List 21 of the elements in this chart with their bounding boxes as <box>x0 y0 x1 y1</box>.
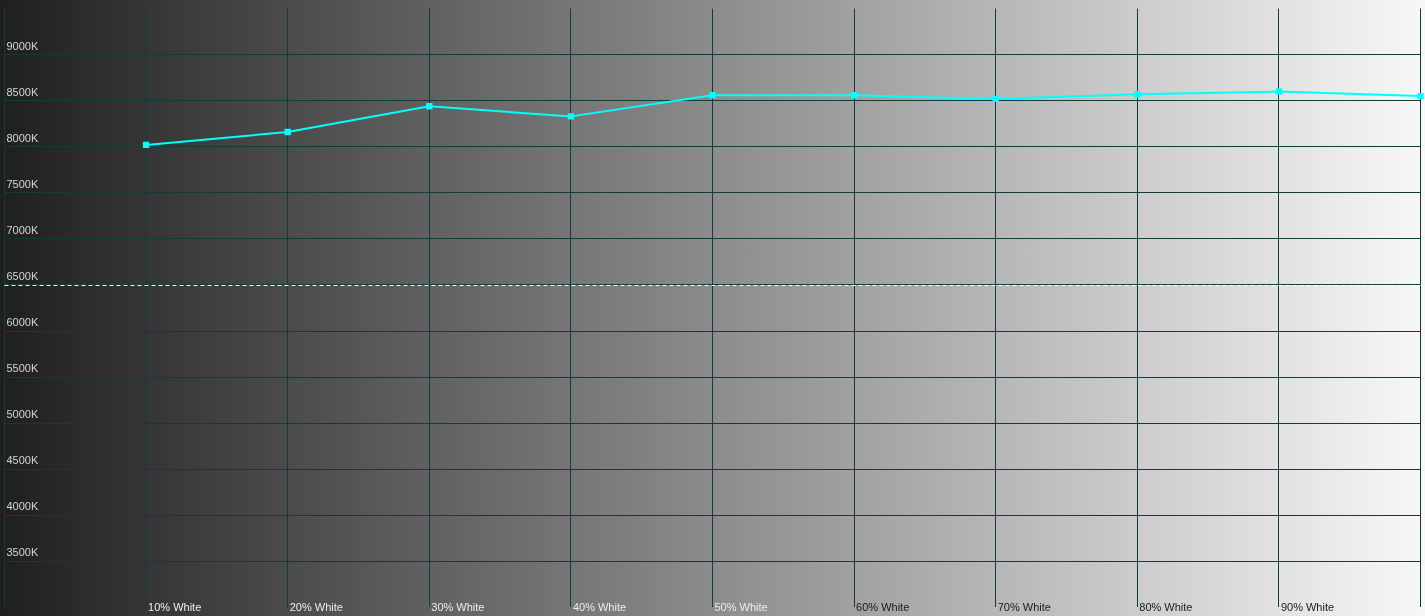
y-tick-label: 9000K <box>6 39 39 52</box>
x-tick-label: 50% White <box>714 600 768 613</box>
y-tick-label: 4500K <box>6 454 39 467</box>
y-tick-label: 8000K <box>6 131 39 144</box>
y-tick-label: 5000K <box>6 408 39 421</box>
x-tick-label: 10% White <box>148 600 202 613</box>
y-tick-label: 7000K <box>6 223 39 236</box>
y-tick-label: 6500K <box>6 270 39 282</box>
y-tick-label: 3500K <box>6 546 39 559</box>
x-tick-label: 20% White <box>289 600 343 613</box>
y-tick-label: 6000K <box>6 316 39 329</box>
x-tick-label: 40% White <box>572 600 627 613</box>
y-tick-label: 8500K <box>6 85 39 98</box>
x-tick-label: 30% White <box>431 600 485 613</box>
x-tick-label: 60% White <box>856 600 910 613</box>
x-tick-label: 90% White <box>1280 600 1335 613</box>
x-tick-label: 80% White <box>1139 600 1193 613</box>
y-tick-label: 4000K <box>6 500 39 513</box>
x-tick-label: 70% White <box>997 600 1051 613</box>
y-tick-label: 7500K <box>6 177 39 190</box>
y-tick-label: 5500K <box>6 362 39 375</box>
